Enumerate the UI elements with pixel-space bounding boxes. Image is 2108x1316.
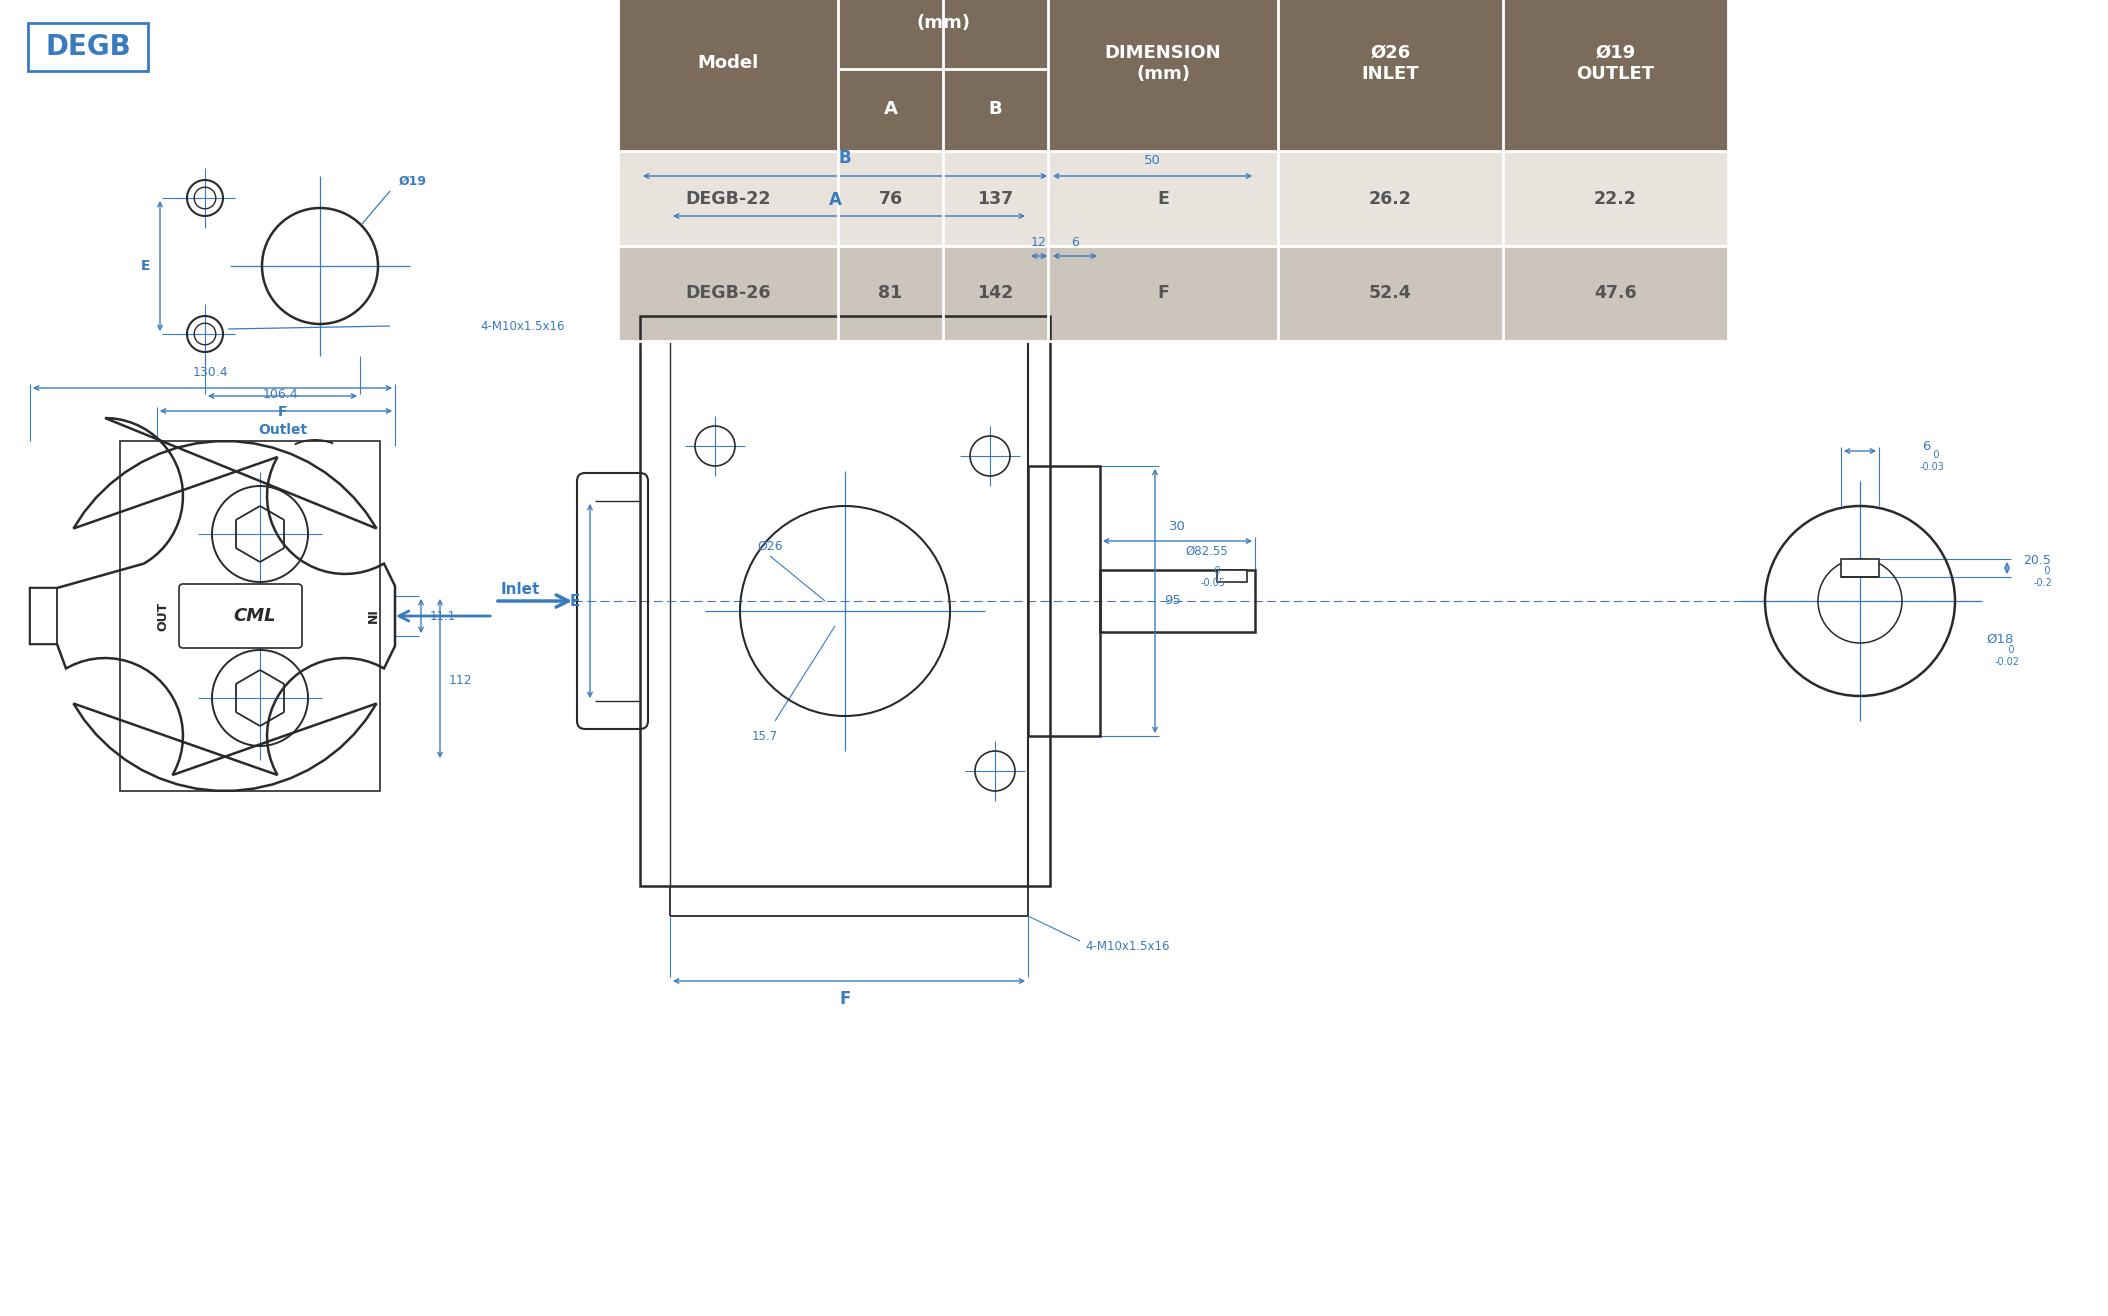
Bar [618,0,1729,151]
Text: OUT: OUT [156,601,169,630]
Text: F: F [1157,284,1170,303]
Text: 0
-0.03: 0 -0.03 [1920,450,1944,472]
FancyBboxPatch shape [27,22,148,71]
Text: 30: 30 [1170,521,1187,533]
Text: 0
-0.2: 0 -0.2 [2034,566,2053,588]
Text: 142: 142 [978,284,1014,303]
Text: E: E [569,594,580,608]
Bar [1840,559,1878,576]
Text: 95: 95 [1164,595,1180,608]
Text: Ø26: Ø26 [757,540,782,553]
Text: E: E [141,259,152,272]
Text: DIMENSION
(mm): DIMENSION (mm) [1105,45,1221,83]
Text: 6: 6 [1071,236,1079,249]
Bar [618,151,1729,246]
Bar [1100,570,1254,632]
Text: B: B [989,100,1001,118]
Text: Ø82.55: Ø82.55 [1185,545,1229,558]
Text: F: F [278,405,287,418]
Text: 81: 81 [879,284,902,303]
Text: 130.4: 130.4 [192,366,228,379]
Text: 0
-0.02: 0 -0.02 [1994,645,2019,667]
Text: DEGB: DEGB [44,33,131,61]
Text: A: A [828,191,841,209]
Text: 11.1: 11.1 [430,609,455,622]
Text: 15.7: 15.7 [753,729,778,742]
Text: DEGB-26: DEGB-26 [685,284,772,303]
Text: Ø18: Ø18 [1986,633,2013,646]
Text: Ø19: Ø19 [398,175,428,187]
Text: 4-M10x1.5x16: 4-M10x1.5x16 [1086,940,1170,953]
Text: CML: CML [234,607,276,625]
Text: 0
-0.05: 0 -0.05 [1199,566,1225,588]
Text: Inlet: Inlet [500,583,540,597]
Text: 137: 137 [978,190,1014,208]
Text: Ø19
OUTLET: Ø19 OUTLET [1577,45,1655,83]
Bar [30,588,57,644]
Text: 6: 6 [1922,440,1931,453]
Text: DEGB-22: DEGB-22 [685,190,772,208]
Bar [618,246,1729,341]
Text: NI: NI [367,608,379,624]
Bar [641,316,1050,886]
Text: 112: 112 [449,675,472,687]
Text: Outlet: Outlet [257,422,308,437]
Text: Model: Model [698,54,759,72]
Text: 20.5: 20.5 [2024,554,2051,567]
Text: B: B [839,149,852,167]
Bar [1029,466,1100,736]
Text: 52.4: 52.4 [1368,284,1412,303]
Text: 50: 50 [1145,154,1162,167]
Text: 22.2: 22.2 [1594,190,1638,208]
Text: 26.2: 26.2 [1368,190,1412,208]
Text: (mm): (mm) [917,14,970,33]
Text: Ø26
INLET: Ø26 INLET [1362,45,1419,83]
Bar [1216,570,1248,582]
Text: 12: 12 [1031,236,1048,249]
Text: 106.4: 106.4 [261,388,297,401]
Text: 76: 76 [879,190,902,208]
Text: E: E [1157,190,1170,208]
FancyBboxPatch shape [179,584,301,647]
Text: 4-M10x1.5x16: 4-M10x1.5x16 [481,320,565,333]
Text: 47.6: 47.6 [1594,284,1636,303]
Text: A: A [883,100,898,118]
Text: F: F [839,990,852,1008]
